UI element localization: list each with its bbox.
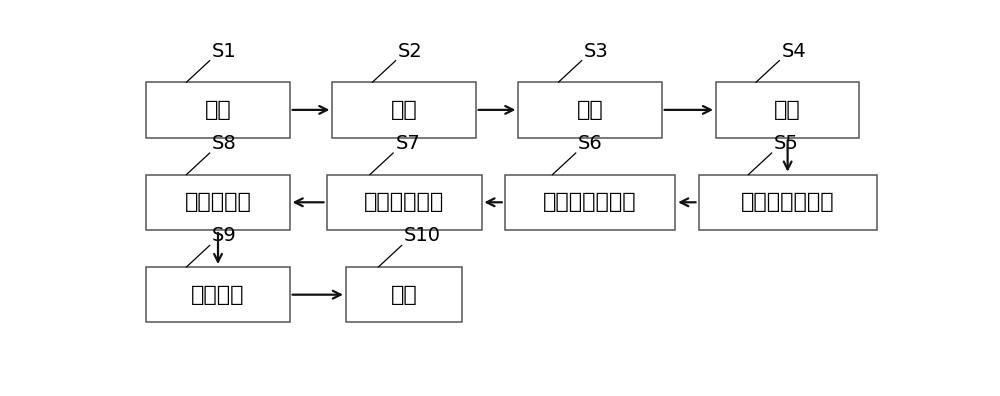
FancyBboxPatch shape <box>326 175 482 230</box>
FancyBboxPatch shape <box>146 175 290 230</box>
Text: S7: S7 <box>395 134 420 153</box>
FancyBboxPatch shape <box>716 82 859 137</box>
Text: S4: S4 <box>782 42 806 61</box>
Text: S6: S6 <box>578 134 603 153</box>
Text: 制绒: 制绒 <box>205 100 231 120</box>
Text: S8: S8 <box>212 134 237 153</box>
Text: 退火: 退火 <box>774 100 801 120</box>
Text: 正面沉积减反膜: 正面沉积减反膜 <box>543 192 637 212</box>
Text: S2: S2 <box>398 42 423 61</box>
Text: 背面激光开槽: 背面激光开槽 <box>364 192 444 212</box>
FancyBboxPatch shape <box>146 82 290 137</box>
FancyBboxPatch shape <box>698 175 877 230</box>
FancyBboxPatch shape <box>332 82 476 137</box>
Text: S10: S10 <box>404 227 441 246</box>
Text: S1: S1 <box>212 42 237 61</box>
Text: 扩散: 扩散 <box>391 100 417 120</box>
Text: 背面碱抛光: 背面碱抛光 <box>185 192 251 212</box>
Text: S9: S9 <box>212 227 237 246</box>
Text: 刻蚀: 刻蚀 <box>577 100 603 120</box>
FancyBboxPatch shape <box>505 175 675 230</box>
FancyBboxPatch shape <box>346 267 462 322</box>
FancyBboxPatch shape <box>518 82 662 137</box>
Text: S5: S5 <box>774 134 799 153</box>
Text: 丝网印刷: 丝网印刷 <box>191 285 245 305</box>
Text: 背面沉积钝化膜: 背面沉积钝化膜 <box>741 192 834 212</box>
Text: 烧结: 烧结 <box>391 285 417 305</box>
FancyBboxPatch shape <box>146 267 290 322</box>
Text: S3: S3 <box>584 42 609 61</box>
